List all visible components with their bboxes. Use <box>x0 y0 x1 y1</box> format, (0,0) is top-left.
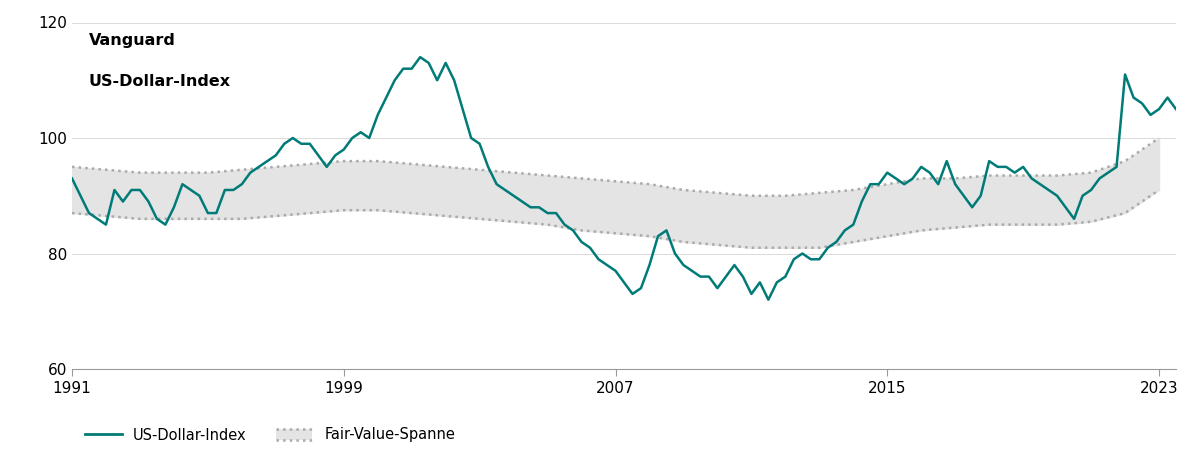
Text: Vanguard: Vanguard <box>89 33 175 48</box>
Text: US-Dollar-Index: US-Dollar-Index <box>89 75 230 90</box>
Legend: US-Dollar-Index, Fair-Value-Spanne: US-Dollar-Index, Fair-Value-Spanne <box>79 422 461 448</box>
